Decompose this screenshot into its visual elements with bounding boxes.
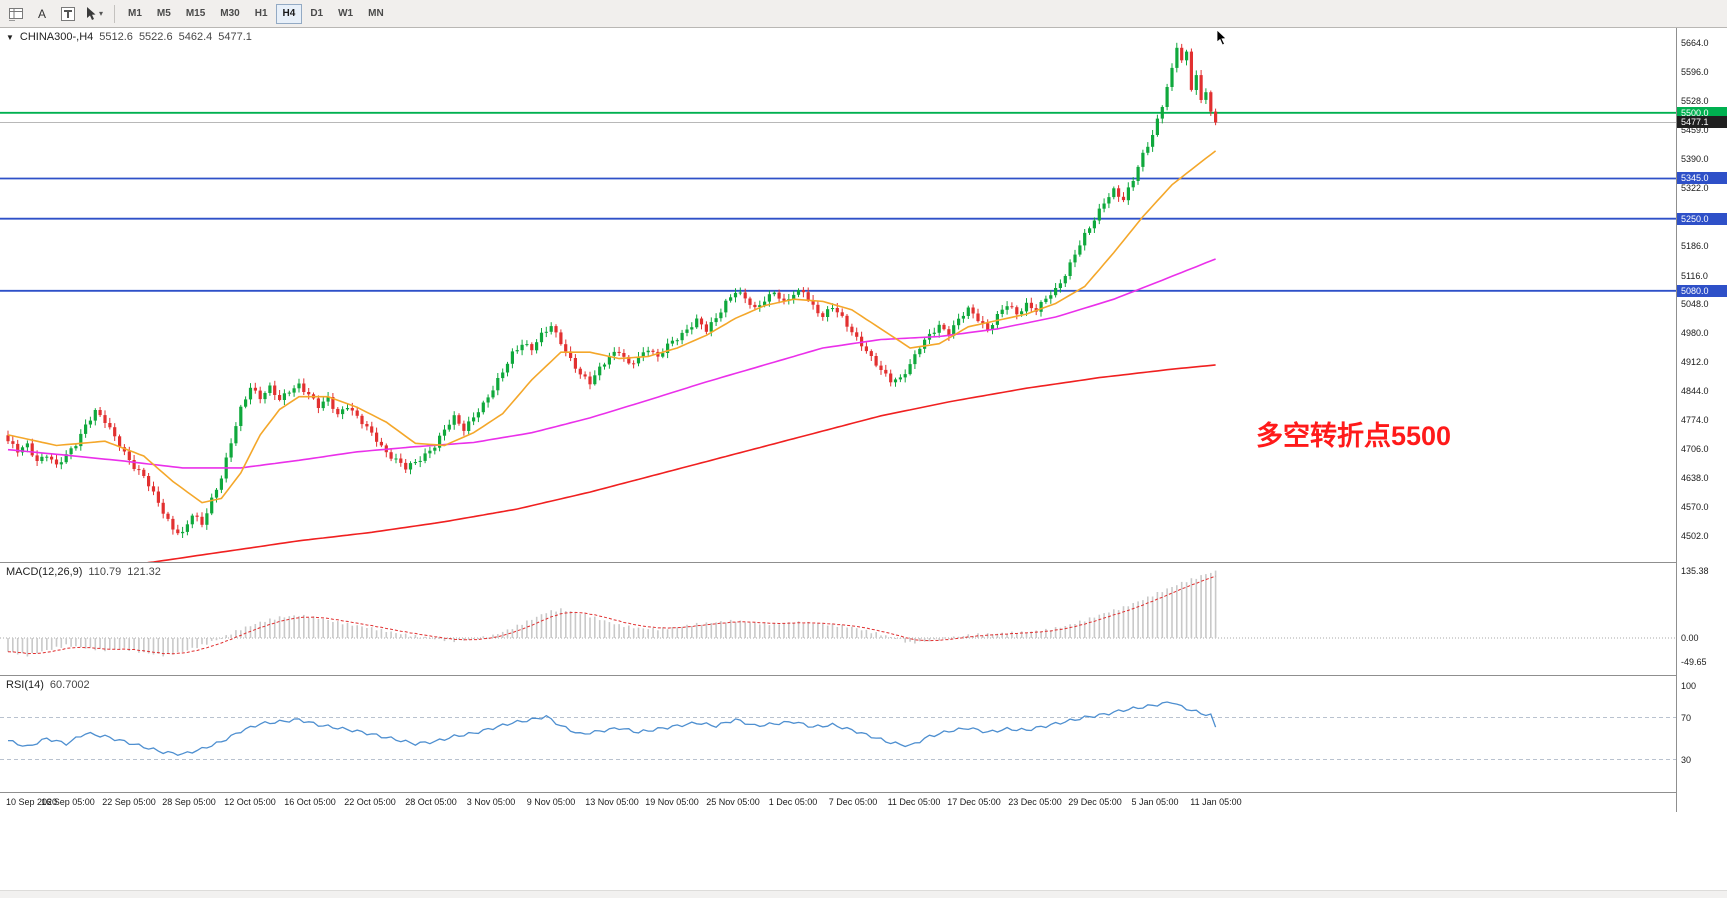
timeframe-button-d1[interactable]: D1	[310, 8, 324, 19]
ohlc-close: 5477.1	[218, 31, 252, 43]
timeframe-button-m5[interactable]: M5	[156, 8, 171, 19]
price-axis-tick: 5048.0	[1681, 299, 1709, 309]
macd-plot	[0, 570, 1676, 657]
symbol-period-label: CHINA300-,H4	[19, 31, 94, 43]
ohlc-open: 5512.6	[99, 31, 133, 43]
timeframe-button-h1[interactable]: H1	[254, 8, 268, 19]
candlestick-plot	[0, 42, 1676, 562]
price-axis-tick: 4844.0	[1681, 386, 1709, 396]
price-axis-badge: 5080.0	[1677, 285, 1727, 297]
time-axis-label: 22 Oct 05:00	[344, 797, 396, 807]
timeframe-button-m30[interactable]: M30	[220, 8, 240, 19]
price-axis-tick: 5390.0	[1681, 154, 1709, 164]
macd-panel[interactable]: MACD(12,26,9) 110.79 121.32	[0, 562, 1676, 675]
ohlc-low: 5462.4	[178, 31, 213, 43]
time-axis-label: 28 Oct 05:00	[405, 797, 457, 807]
rsi-plot	[0, 701, 1676, 760]
time-axis-label: 3 Nov 05:00	[466, 797, 516, 807]
macd-axis-tick: -49.65	[1681, 657, 1707, 667]
time-axis-label: 25 Nov 05:00	[706, 797, 760, 807]
chart-area: ▼ CHINA300-,H4 5512.6 5522.6 5462.4 5477…	[0, 28, 1676, 812]
rsi-panel[interactable]: RSI(14) 60.7002	[0, 675, 1676, 792]
timeframe-button-w1[interactable]: W1	[338, 8, 354, 19]
symbol-dropdown-icon[interactable]: ▼	[6, 32, 14, 42]
price-axis[interactable]: 5664.0 5596.0 5528.0 5459.0 5390.0 5322.0 5186…	[1676, 28, 1727, 812]
macd-label: MACD(12,26,9)	[6, 566, 83, 578]
cursor-tool-dropdown[interactable]: ▾	[82, 3, 106, 25]
price-axis-tick: 4570.0	[1681, 502, 1709, 512]
timeframe-button-mn[interactable]: MN	[368, 8, 384, 19]
price-axis-tick: 4502.0	[1681, 531, 1709, 541]
indicators-grid-icon[interactable]	[4, 3, 28, 25]
rsi-axis-tick: 100	[1681, 681, 1697, 691]
timeframe-group: M1 M5 M15 M30 H1 H4 D1 W1 MN	[121, 3, 392, 24]
chart-toolbar: A ▾ M1 M5 M15 M30 H1 H4 D1 W1 MN	[0, 0, 1727, 28]
price-axis-tick: 5596.0	[1681, 67, 1709, 77]
horizontal-scrollbar[interactable]	[0, 890, 1727, 898]
time-axis-label: 17 Dec 05:00	[947, 797, 1001, 807]
main-chart-header: ▼ CHINA300-,H4 5512.6 5522.6 5462.4 5477…	[6, 31, 252, 43]
time-axis-label: 28 Sep 05:00	[162, 797, 216, 807]
price-axis-tick: 5116.0	[1681, 271, 1708, 281]
price-axis-tick: 5528.0	[1681, 96, 1709, 106]
chart-annotation-text: 多空转折点5500	[1256, 421, 1452, 451]
rsi-axis-tick: 70	[1681, 713, 1692, 723]
grid-icon	[9, 7, 23, 21]
time-axis-label: 13 Nov 05:00	[585, 797, 639, 807]
price-axis-tick: 5186.0	[1681, 241, 1709, 251]
timeframe-button-h4[interactable]: H4	[275, 3, 303, 24]
time-axis-label: 7 Dec 05:00	[828, 797, 878, 807]
price-axis-tick: 5322.0	[1681, 183, 1709, 193]
macd-axis-tick: 0.00	[1681, 633, 1699, 643]
macd-axis-tick: 135.38	[1681, 566, 1709, 576]
price-axis-tick: 5664.0	[1681, 38, 1709, 48]
price-axis-tick: 5459.0	[1681, 125, 1709, 135]
time-axis-label: 16 Sep 05:00	[41, 797, 95, 807]
macd-header: MACD(12,26,9) 110.79 121.32	[6, 566, 161, 578]
time-axis-label: 9 Nov 05:00	[526, 797, 576, 807]
rsi-axis-tick: 30	[1681, 755, 1692, 765]
timeframe-button-m1[interactable]: M1	[128, 8, 142, 19]
time-axis-label: 1 Dec 05:00	[768, 797, 818, 807]
text-label-icon[interactable]: A	[30, 3, 54, 25]
mouse-cursor	[1216, 30, 1230, 46]
macd-value-signal: 121.32	[127, 566, 161, 578]
rsi-label: RSI(14)	[6, 679, 44, 691]
time-axis-label: 11 Jan 05:00	[1190, 797, 1242, 807]
time-axis[interactable]: 10 Sep 2020 16 Sep 05:00 22 Sep 05:00 28 Se…	[0, 792, 1676, 812]
time-axis-label: 19 Nov 05:00	[645, 797, 699, 807]
chevron-down-icon: ▾	[98, 9, 103, 18]
price-axis-tick: 4912.0	[1681, 357, 1709, 367]
macd-value-main: 110.79	[88, 566, 122, 578]
time-axis-label: 16 Oct 05:00	[284, 797, 336, 807]
toolbar-separator	[114, 4, 115, 23]
cursor-arrow-icon	[86, 7, 96, 20]
timeframe-button-m15[interactable]: M15	[185, 8, 206, 19]
price-axis-tick: 4706.0	[1681, 444, 1709, 454]
time-axis-label: 12 Oct 05:00	[224, 797, 276, 807]
main-chart-panel[interactable]: ▼ CHINA300-,H4 5512.6 5522.6 5462.4 5477…	[0, 28, 1676, 562]
text-frame-icon[interactable]	[56, 3, 80, 25]
price-axis-badge: 5345.0	[1677, 172, 1727, 184]
frame-t-icon	[61, 6, 75, 21]
price-axis-tick: 4980.0	[1681, 328, 1709, 338]
time-axis-label: 5 Jan 05:00	[1131, 797, 1179, 807]
ohlc-high: 5522.6	[138, 31, 173, 43]
rsi-value: 60.7002	[49, 679, 90, 691]
price-axis-badge: 5250.0	[1677, 213, 1727, 225]
text-label-glyph: A	[37, 6, 46, 21]
time-axis-label: 23 Dec 05:00	[1008, 797, 1062, 807]
price-axis-tick: 4638.0	[1681, 473, 1709, 483]
price-axis-badge: 5477.1	[1677, 116, 1727, 128]
time-axis-label: 22 Sep 05:00	[102, 797, 156, 807]
time-axis-label: 11 Dec 05:00	[887, 797, 941, 807]
rsi-header: RSI(14) 60.7002	[6, 679, 90, 691]
time-axis-label: 10 Sep 2020	[6, 797, 58, 807]
time-axis-label: 29 Dec 05:00	[1068, 797, 1122, 807]
price-axis-tick: 4774.0	[1681, 415, 1709, 425]
